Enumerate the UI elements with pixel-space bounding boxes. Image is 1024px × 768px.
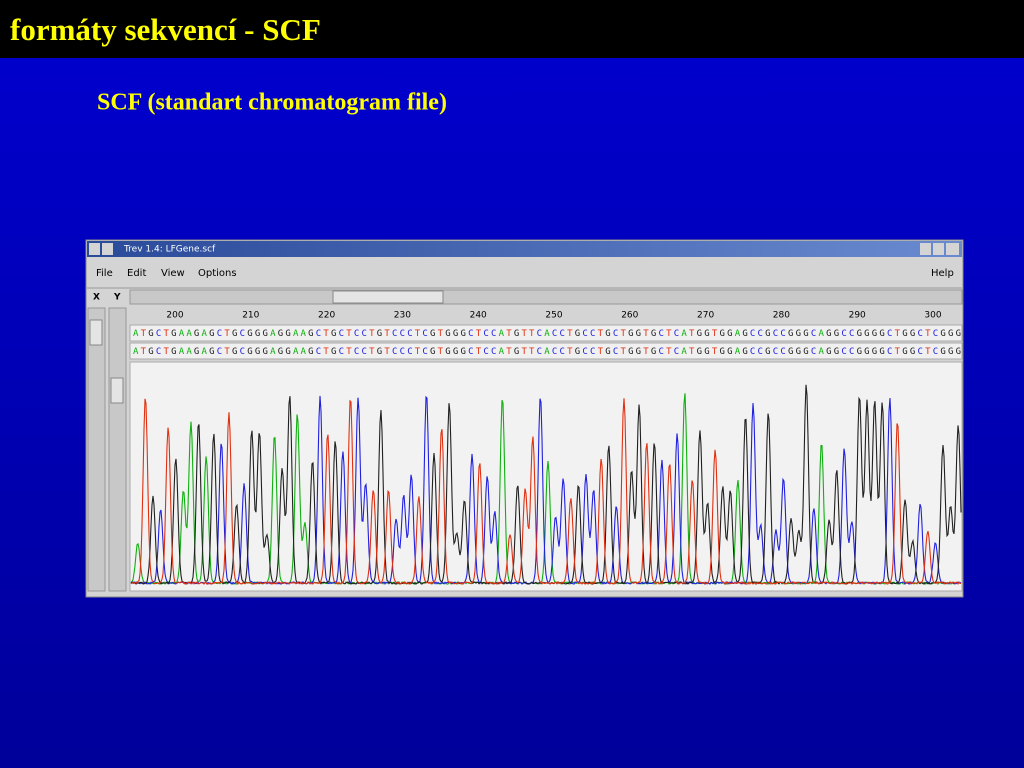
ruler-label: 230	[394, 311, 411, 321]
ruler-label: 290	[849, 311, 866, 321]
ruler-label: 270	[697, 311, 714, 321]
h-scrollbar[interactable]	[129, 289, 963, 305]
window-button[interactable]	[89, 243, 100, 255]
window-button[interactable]	[102, 243, 113, 255]
menu-item[interactable]: File	[96, 268, 113, 279]
sequence-row	[129, 324, 963, 342]
ruler-label: 250	[545, 311, 562, 321]
window-title: Trev 1.4: LFGene.scf	[123, 245, 216, 255]
scroll-thumb[interactable]	[89, 319, 103, 346]
scroll-thumb[interactable]	[332, 290, 444, 304]
menu-item[interactable]: View	[161, 268, 185, 279]
ruler-label: 200	[166, 311, 183, 321]
close-button[interactable]	[946, 243, 959, 255]
window-button[interactable]	[933, 243, 944, 255]
window: Trev 1.4: LFGene.scf Help	[85, 239, 964, 598]
menu-item[interactable]: Options	[198, 268, 237, 279]
axis-label: Y	[113, 293, 121, 303]
menu-item[interactable]: Edit	[127, 268, 146, 279]
ruler-label: 210	[242, 311, 259, 321]
v-scrollbar[interactable]	[108, 307, 127, 592]
sequence-row	[129, 342, 963, 360]
title-bar	[87, 241, 962, 257]
axis-label: X	[93, 293, 100, 303]
chromatogram	[130, 384, 962, 586]
header-bar	[0, 0, 1024, 58]
ruler-label: 220	[318, 311, 335, 321]
trace	[130, 393, 962, 586]
ruler	[130, 307, 962, 322]
slide-title: formáty sekvencí - SCF	[10, 12, 321, 47]
trace	[130, 398, 962, 586]
ruler-label: 280	[773, 311, 790, 321]
ruler-label: 240	[470, 311, 487, 321]
v-scrollbar[interactable]	[87, 307, 106, 592]
window-button[interactable]	[920, 243, 931, 255]
menu-item[interactable]: Help	[931, 268, 954, 279]
ruler-label: 300	[924, 311, 941, 321]
slide-subtitle: SCF (standart chromatogram file)	[97, 90, 447, 116]
scroll-thumb[interactable]	[110, 377, 124, 404]
ruler-label: 260	[621, 311, 638, 321]
